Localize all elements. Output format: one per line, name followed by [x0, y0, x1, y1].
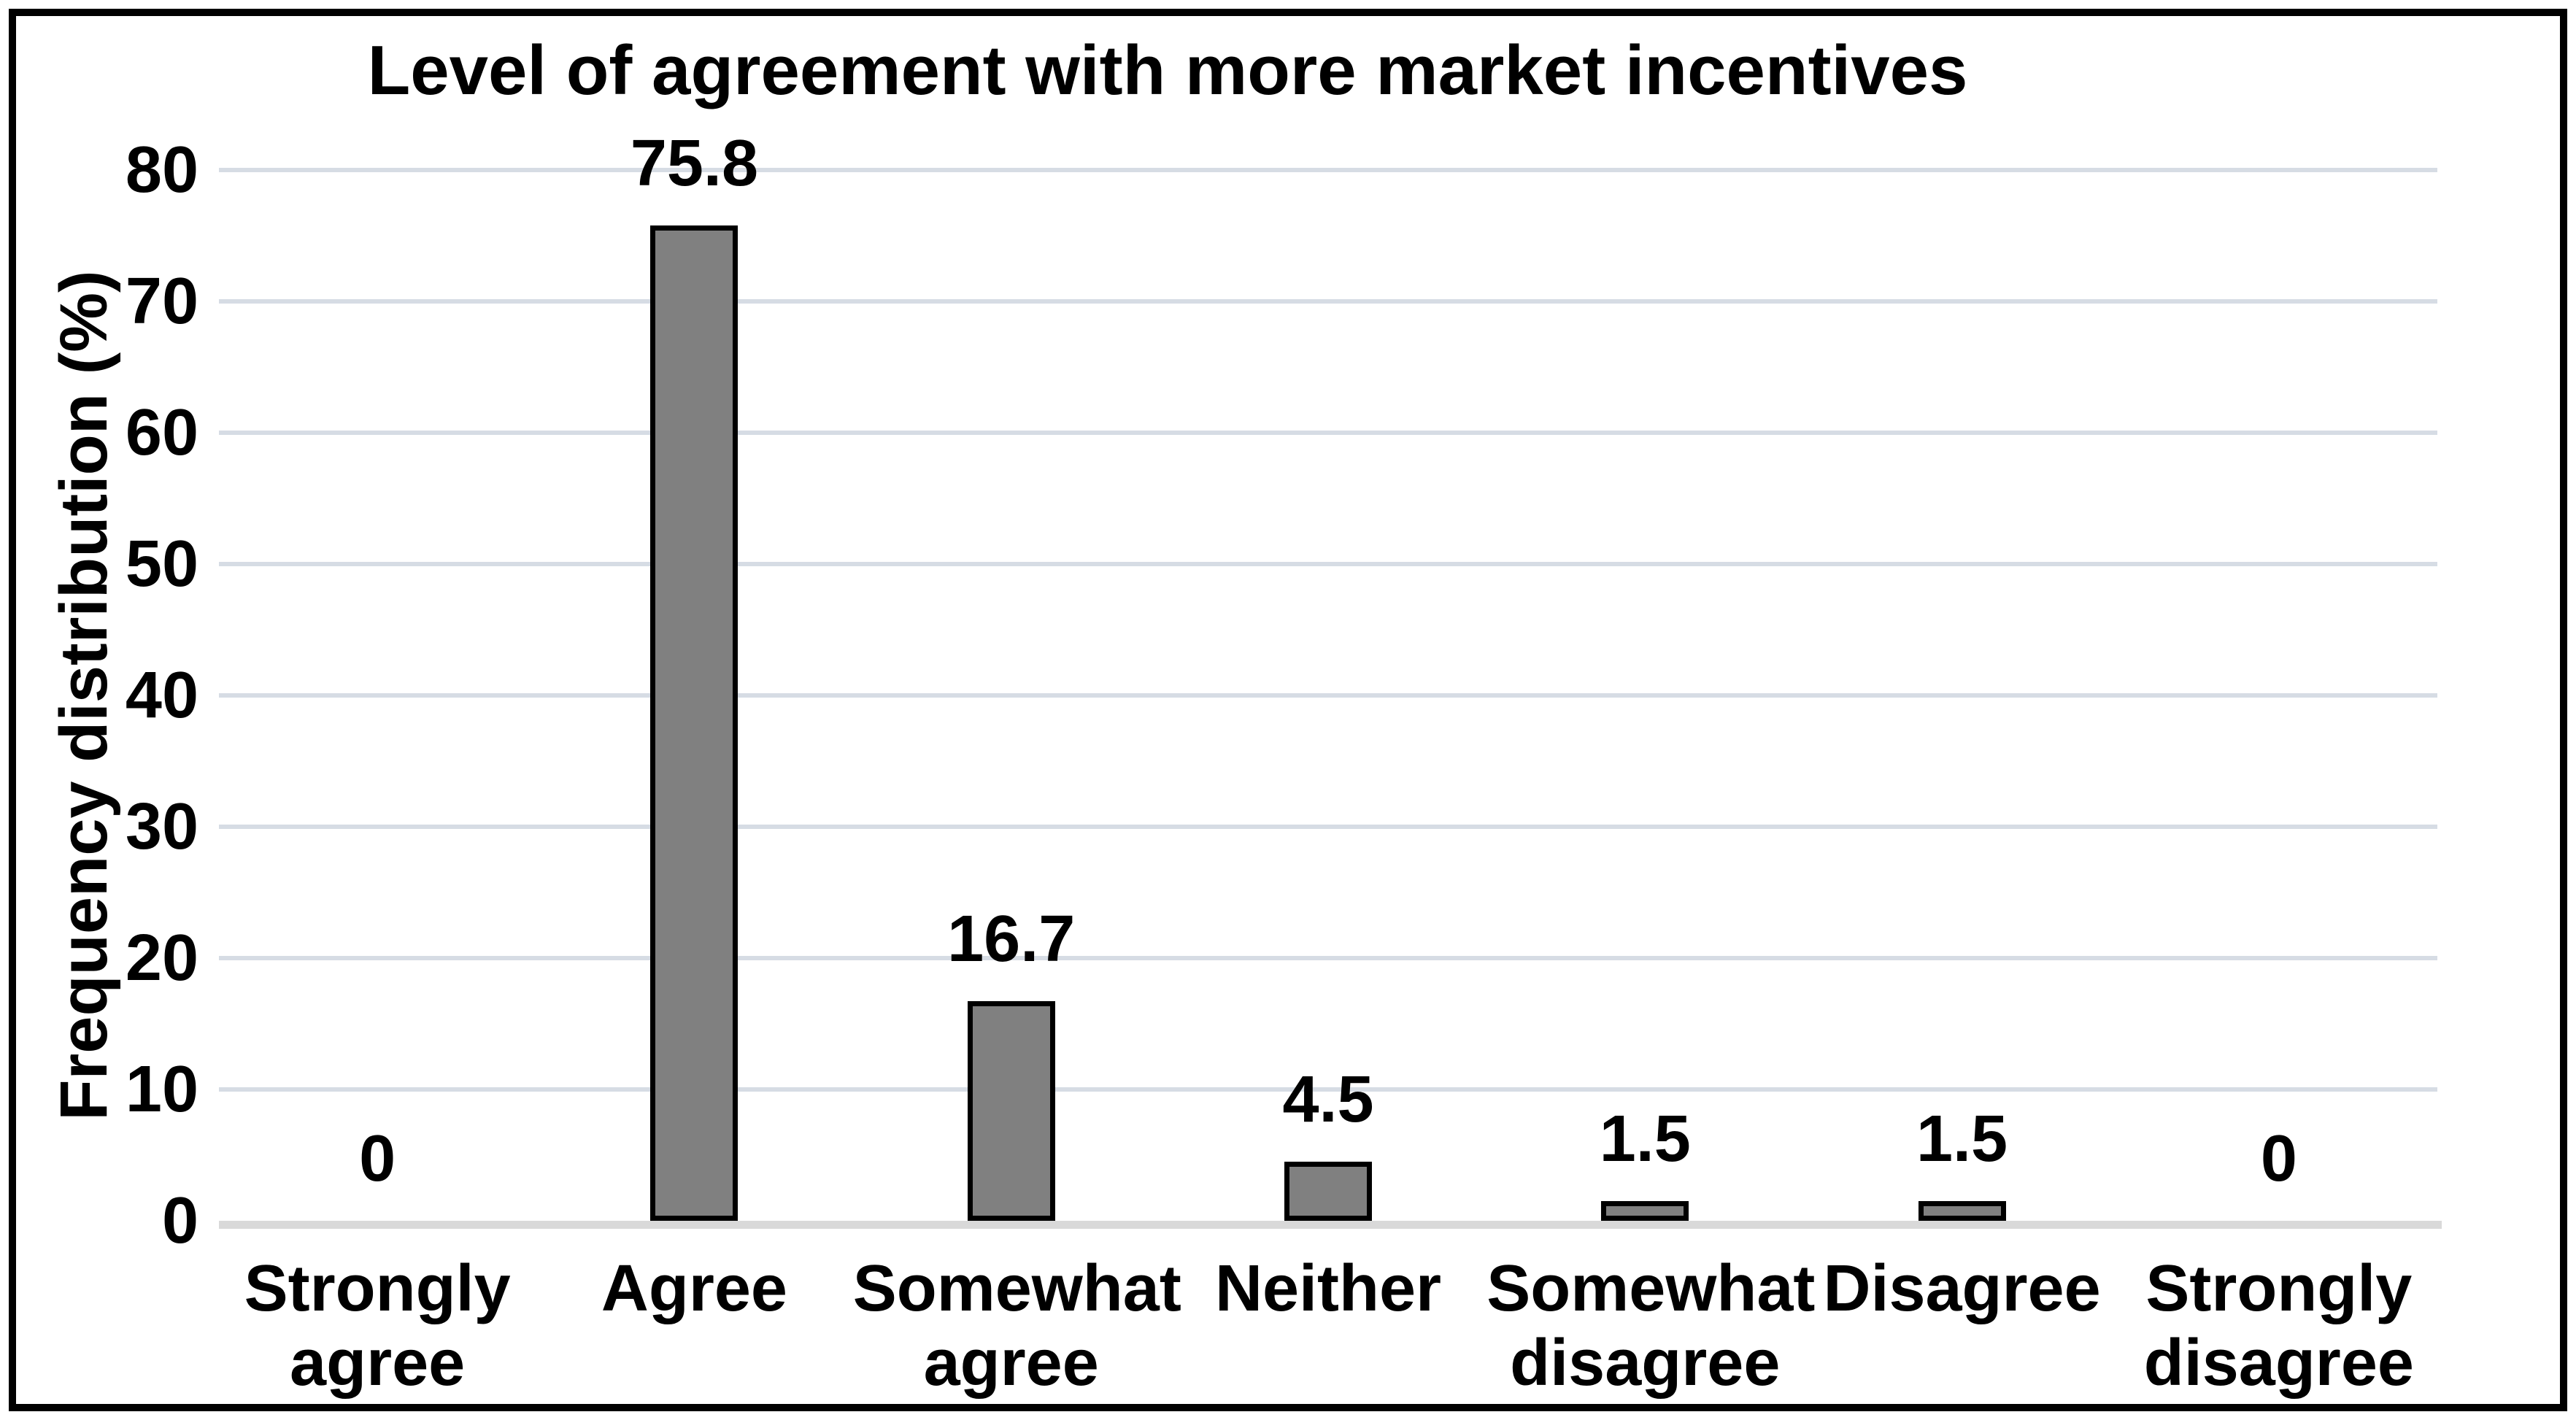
chart-outer-frame [9, 9, 2567, 1411]
gridline-80 [219, 168, 2437, 172]
bar-value-label-agree: 75.8 [630, 126, 758, 200]
x-tick-label-strongly-agree: Strongly agree [244, 1252, 511, 1400]
x-tick-label-somewhat-disagree: Somewhat disagree [1486, 1252, 1816, 1400]
bar-value-label-neither: 4.5 [1282, 1063, 1374, 1136]
x-tick-label-agree: Agree [601, 1252, 787, 1325]
gridline-60 [219, 431, 2437, 435]
gridline-50 [219, 562, 2437, 566]
bar-somewhat-agree [967, 1001, 1055, 1221]
bar-disagree [1918, 1201, 2006, 1221]
bar-value-label-disagree: 1.5 [1916, 1103, 2008, 1176]
y-tick-label-30: 30 [125, 790, 198, 863]
gridline-20 [219, 956, 2437, 960]
x-tick-label-somewhat-agree: Somewhat agree [852, 1252, 1181, 1400]
y-tick-label-60: 60 [125, 396, 198, 469]
x-axis-baseline [219, 1221, 2442, 1229]
x-tick-label-disagree: Disagree [1823, 1252, 2101, 1325]
y-tick-label-0: 0 [161, 1184, 198, 1257]
y-tick-label-50: 50 [125, 528, 198, 601]
y-tick-label-40: 40 [125, 659, 198, 732]
bar-value-label-strongly-disagree: 0 [2260, 1122, 2297, 1195]
y-tick-label-80: 80 [125, 134, 198, 207]
bar-neither [1284, 1162, 1372, 1221]
y-tick-label-70: 70 [125, 265, 198, 338]
gridline-40 [219, 693, 2437, 698]
bar-value-label-strongly-agree: 0 [359, 1122, 396, 1195]
gridline-70 [219, 299, 2437, 304]
gridline-10 [219, 1087, 2437, 1092]
bar-somewhat-disagree [1601, 1201, 1689, 1221]
gridline-30 [219, 825, 2437, 829]
y-tick-label-10: 10 [125, 1053, 198, 1126]
chart-title: Level of agreement with more market ince… [367, 31, 1968, 109]
x-tick-label-neither: Neither [1214, 1252, 1442, 1325]
x-tick-label-strongly-disagree: Strongly disagree [2143, 1252, 2414, 1400]
bar-agree [650, 225, 739, 1221]
bar-value-label-somewhat-disagree: 1.5 [1599, 1103, 1691, 1176]
bar-value-label-somewhat-agree: 16.7 [947, 903, 1076, 976]
y-tick-label-20: 20 [125, 922, 198, 995]
